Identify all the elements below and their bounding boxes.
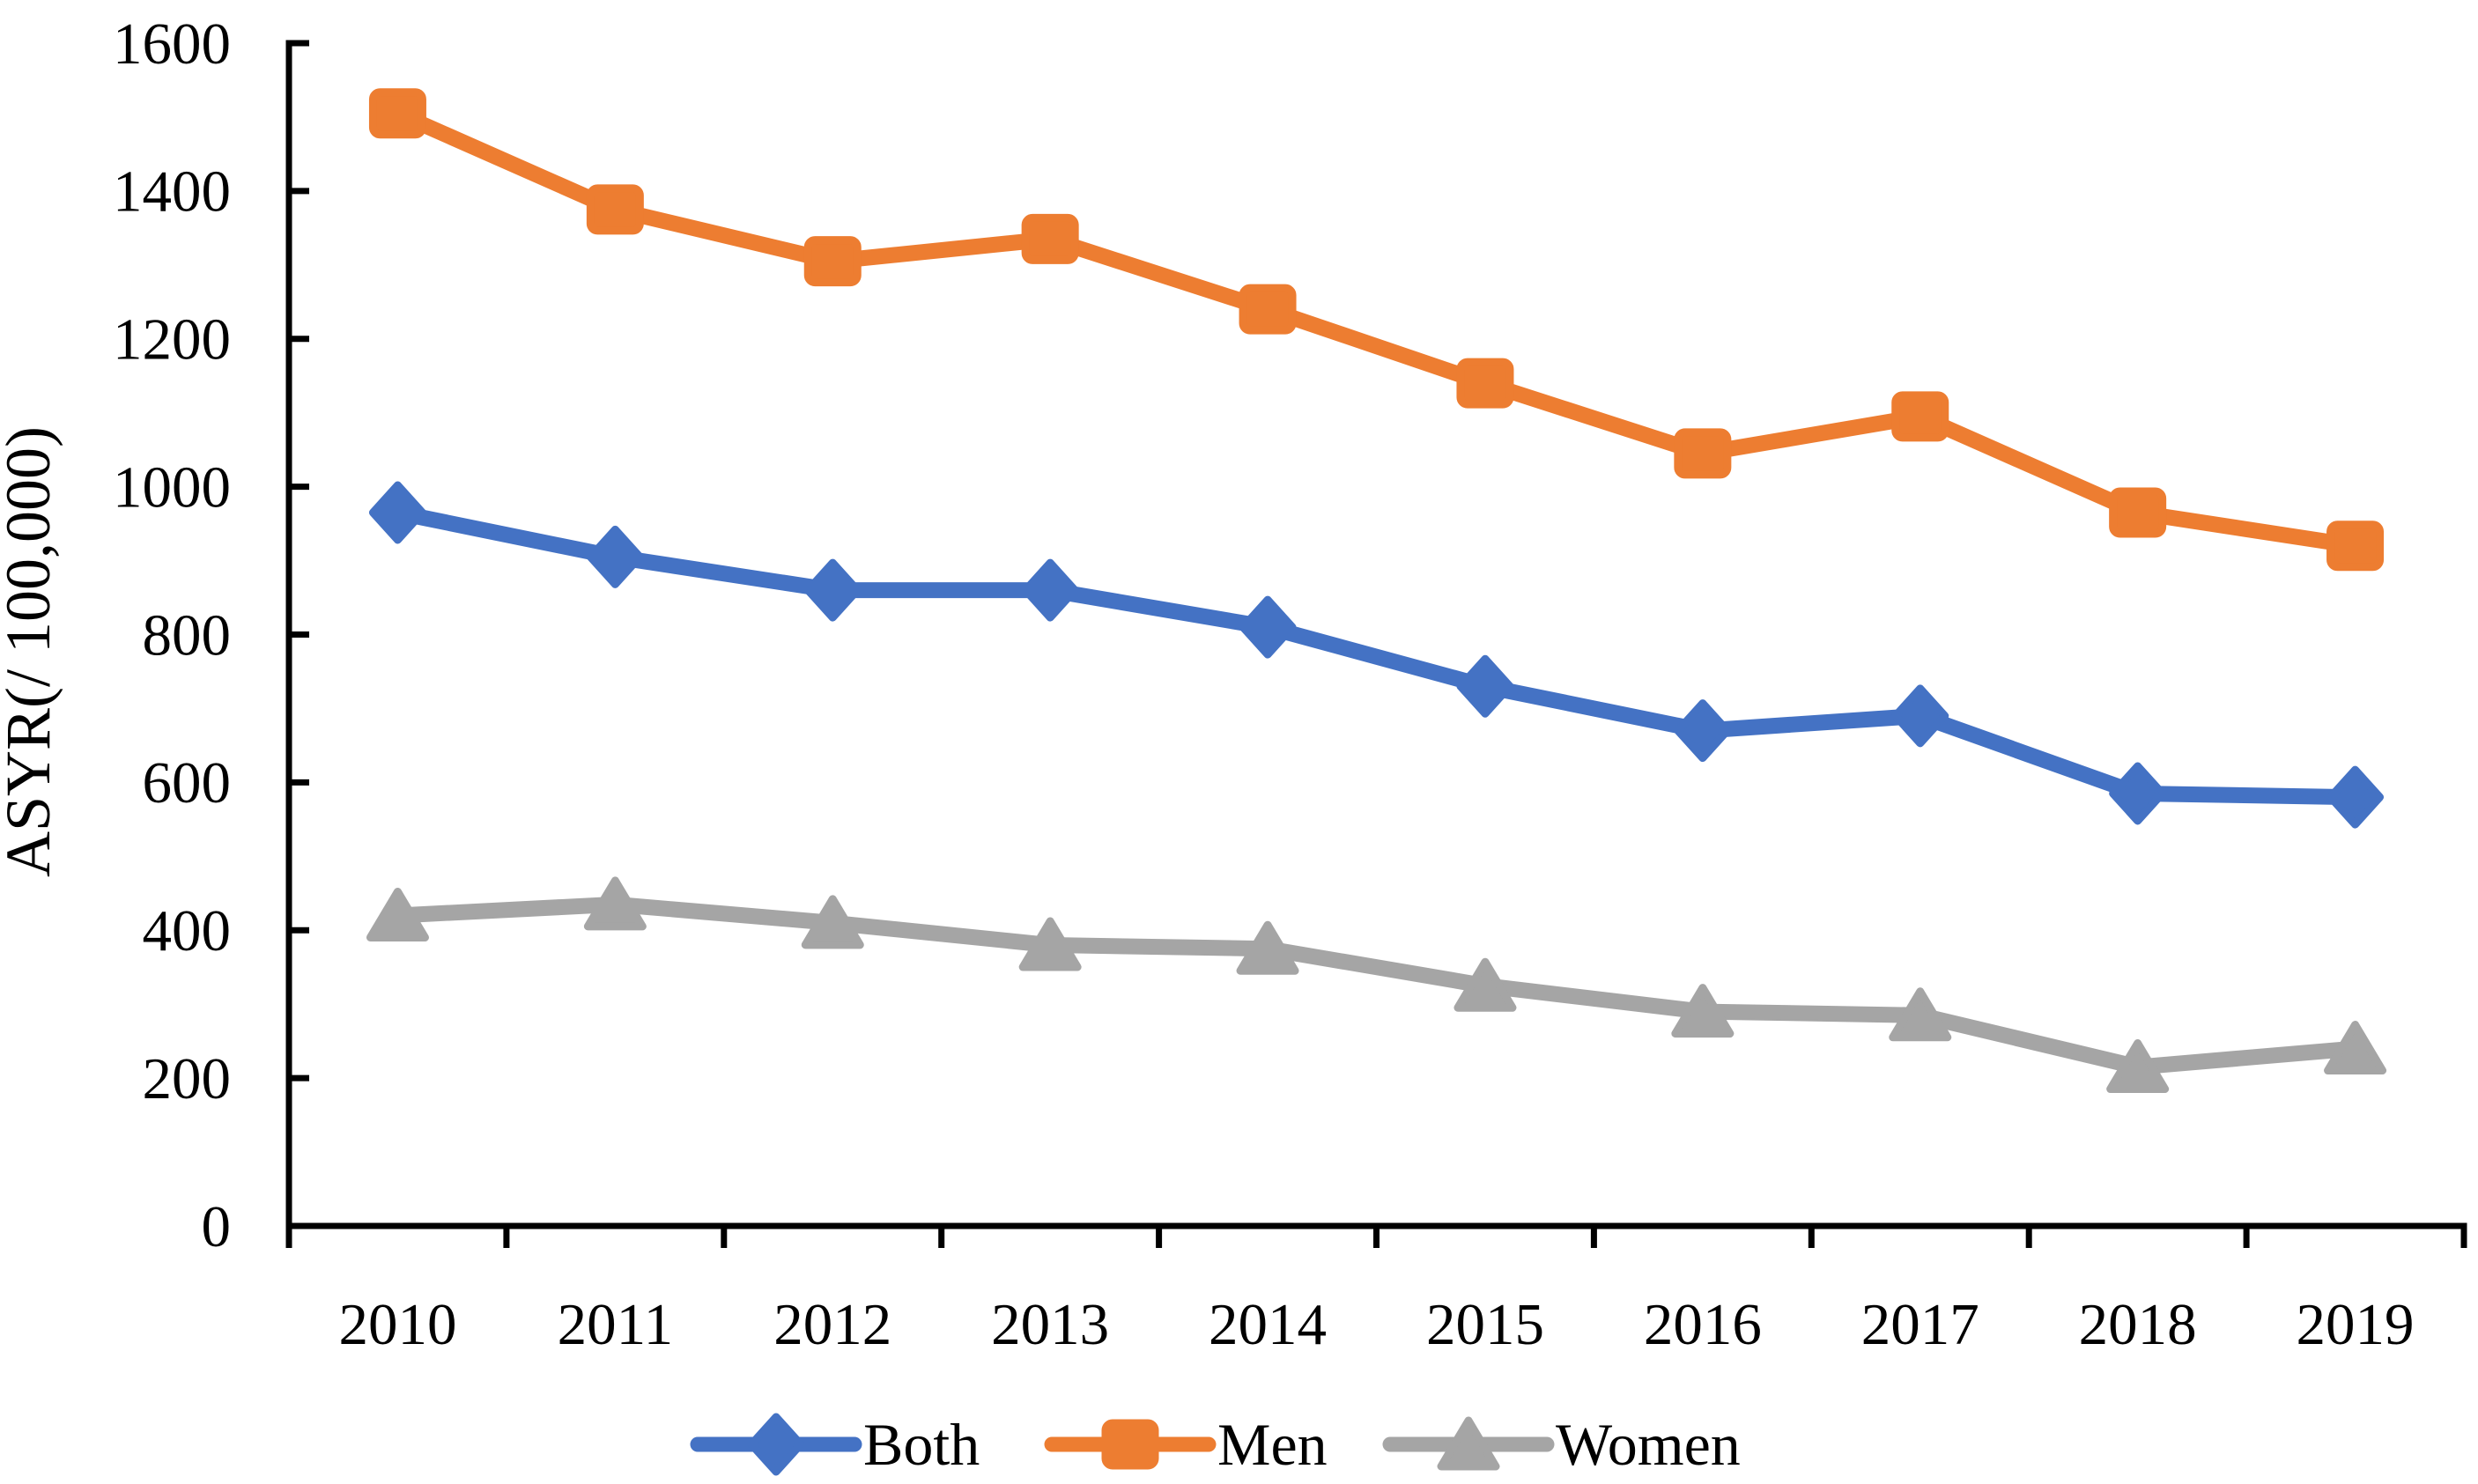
triangle-marker-legend-women bbox=[1437, 1416, 1500, 1471]
triangle-marker-women-2010 bbox=[366, 887, 429, 941]
triangle-marker-women-2015 bbox=[1454, 957, 1517, 1012]
diamond-marker-both-2013 bbox=[1021, 558, 1079, 622]
square-marker-men-2016 bbox=[1674, 428, 1732, 479]
diamond-marker-both-2011 bbox=[586, 525, 644, 588]
triangle-marker-women-2013 bbox=[1018, 917, 1082, 971]
x-tick-label-2010: 2010 bbox=[338, 1292, 456, 1357]
y-tick-label-1200: 1200 bbox=[113, 307, 231, 373]
y-tick-label-800: 800 bbox=[143, 602, 232, 668]
square-marker-men-2019 bbox=[2326, 521, 2385, 572]
diamond-marker-legend-both bbox=[747, 1413, 805, 1476]
triangle-marker-women-2016 bbox=[1671, 984, 1735, 1038]
diamond-marker-both-2018 bbox=[2109, 762, 2167, 825]
square-marker-men-2010 bbox=[368, 88, 426, 139]
square-marker-legend-men bbox=[1101, 1419, 1159, 1470]
legend: Both Men Women bbox=[690, 1411, 1741, 1478]
triangle-marker-women-2017 bbox=[1889, 987, 1952, 1042]
x-tick-label-2011: 2011 bbox=[558, 1292, 674, 1357]
triangle-marker-women-2011 bbox=[583, 876, 647, 931]
legend-label-women: Women bbox=[1556, 1411, 1741, 1478]
square-marker-men-2018 bbox=[2109, 487, 2167, 538]
x-tick-label-2012: 2012 bbox=[773, 1292, 891, 1357]
legend-item-both: Both bbox=[690, 1411, 980, 1478]
diamond-marker-both-2012 bbox=[803, 558, 862, 622]
y-tick-label-600: 600 bbox=[143, 750, 232, 816]
diamond-marker-both-2014 bbox=[1239, 595, 1297, 659]
square-marker-men-2014 bbox=[1239, 284, 1297, 335]
y-tick-label-1600: 1600 bbox=[113, 11, 231, 77]
triangle-marker-women-2019 bbox=[2324, 1021, 2387, 1075]
series-men bbox=[368, 88, 2385, 572]
diamond-marker-both-2015 bbox=[1456, 654, 1514, 718]
square-marker-men-2013 bbox=[1021, 213, 1079, 264]
legend-item-men: Men bbox=[1044, 1411, 1328, 1478]
legend-item-women: Women bbox=[1382, 1411, 1741, 1478]
diamond-marker-both-2010 bbox=[368, 481, 426, 544]
triangle-marker-women-2018 bbox=[2106, 1039, 2170, 1094]
x-tick-label-2019: 2019 bbox=[2297, 1292, 2415, 1357]
x-tick-label-2014: 2014 bbox=[1209, 1292, 1327, 1357]
triangle-marker-women-2012 bbox=[801, 895, 864, 949]
series-women bbox=[366, 876, 2387, 1094]
square-marker-men-2017 bbox=[1891, 391, 1949, 442]
series-line-both bbox=[389, 505, 2363, 806]
legend-label-both: Both bbox=[863, 1411, 980, 1478]
y-tick-label-0: 0 bbox=[202, 1194, 232, 1259]
triangle-marker-women-2014 bbox=[1236, 920, 1299, 975]
square-marker-men-2011 bbox=[586, 184, 644, 235]
x-tick-label-2018: 2018 bbox=[2079, 1292, 2197, 1357]
square-marker-men-2015 bbox=[1456, 358, 1514, 409]
square-marker-men-2012 bbox=[803, 236, 862, 287]
diamond-marker-both-2017 bbox=[1891, 684, 1949, 748]
x-tick-label-2013: 2013 bbox=[991, 1292, 1109, 1357]
x-tick-label-2017: 2017 bbox=[1861, 1292, 1979, 1357]
x-tick-label-2016: 2016 bbox=[1644, 1292, 1762, 1357]
y-tick-label-1000: 1000 bbox=[113, 454, 231, 520]
series-both bbox=[368, 481, 2385, 829]
legend-label-men: Men bbox=[1217, 1411, 1328, 1478]
y-tick-label-400: 400 bbox=[143, 898, 232, 963]
y-axis-title: ASYR(/ 100,000) bbox=[0, 426, 63, 877]
x-tick-label-2015: 2015 bbox=[1426, 1292, 1544, 1357]
diamond-marker-both-2016 bbox=[1674, 699, 1732, 763]
diamond-marker-both-2019 bbox=[2326, 765, 2385, 829]
y-tick-label-1400: 1400 bbox=[113, 159, 231, 225]
series-line-men bbox=[389, 105, 2363, 554]
y-tick-label-200: 200 bbox=[143, 1046, 232, 1111]
axes: 0 200 400 600 800 1000 1200 1400 1600 2010 2011 201… bbox=[0, 11, 2467, 1357]
series-line-women bbox=[389, 896, 2363, 1075]
